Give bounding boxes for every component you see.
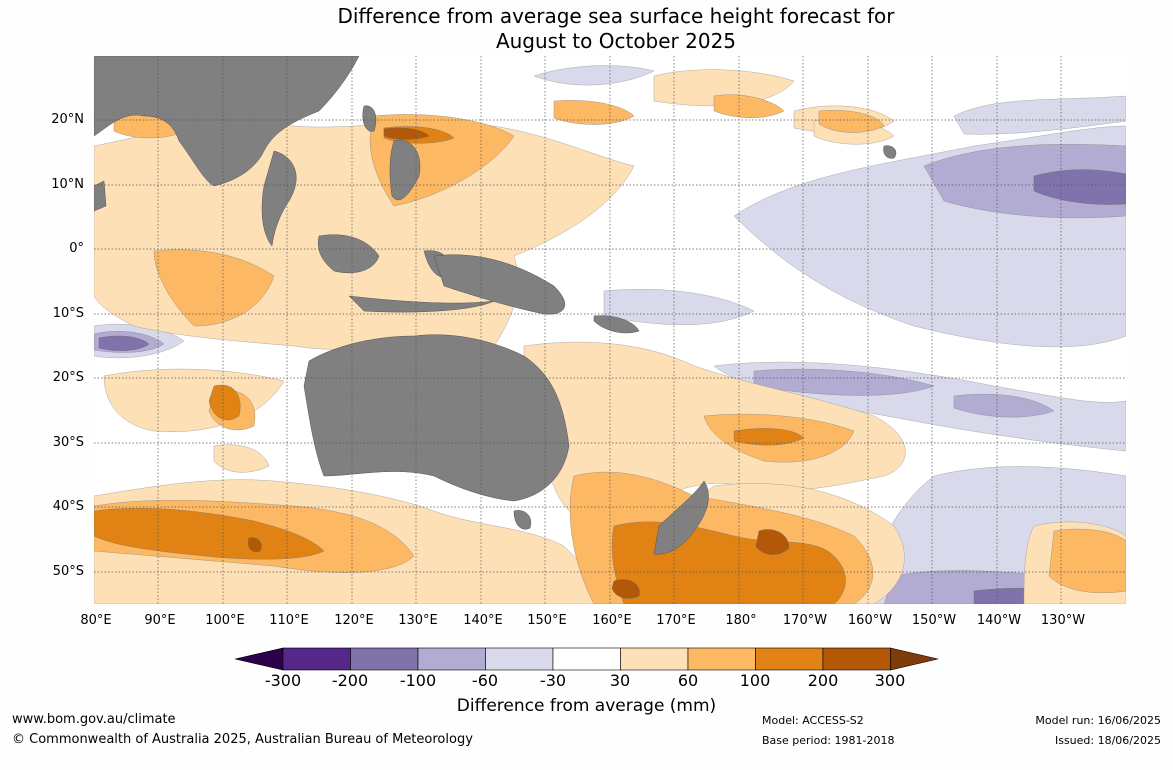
base-period: Base period: 1981-2018 xyxy=(762,734,895,747)
lon-label-130w: 130°W xyxy=(1040,613,1086,628)
lat-label-0: 0° xyxy=(69,241,84,256)
colorbar-swatch-1 xyxy=(282,647,351,671)
lon-label-160w: 160°W xyxy=(847,613,893,628)
model-name: Model: ACCESS-S2 xyxy=(762,714,864,727)
lon-label-140e: 140°E xyxy=(463,613,503,628)
lat-label-20s: 20°S xyxy=(52,370,84,385)
lon-label-130e: 130°E xyxy=(398,613,438,628)
colorbar-tick-1: -300 xyxy=(264,671,302,690)
colorbar-swatch-7 xyxy=(687,647,756,671)
colorbar-swatch-6 xyxy=(620,647,689,671)
lat-label-10s: 10°S xyxy=(52,306,84,321)
colorbar xyxy=(235,647,939,671)
colorbar-swatch-9 xyxy=(822,647,891,671)
colorbar-swatch-8 xyxy=(755,647,824,671)
copyright-text: © Commonwealth of Australia 2025, Austra… xyxy=(12,732,473,747)
colorbar-swatch-5 xyxy=(552,647,621,671)
lon-label-180: 180° xyxy=(725,613,757,628)
website-link[interactable]: www.bom.gov.au/climate xyxy=(12,712,176,727)
lon-label-80e: 80°E xyxy=(80,613,112,628)
title-line-1: Difference from average sea surface heig… xyxy=(337,4,895,28)
land-masses xyxy=(94,56,897,555)
colorbar-tick-4: -60 xyxy=(471,671,499,690)
lat-label-40s: 40°S xyxy=(52,499,84,514)
colorbar-swatch-2 xyxy=(350,647,419,671)
lat-label-50s: 50°S xyxy=(52,564,84,579)
colorbar-tick-6: 30 xyxy=(609,671,631,690)
lat-label-20n: 20°N xyxy=(51,112,84,127)
colorbar-tick-10: 300 xyxy=(874,671,906,690)
model-run-date: Model run: 16/06/2025 xyxy=(1035,714,1161,727)
lon-label-110e: 110°E xyxy=(269,613,309,628)
issued-date: Issued: 18/06/2025 xyxy=(1054,734,1161,747)
lon-label-90e: 90°E xyxy=(144,613,176,628)
colorbar-tick-5: -30 xyxy=(539,671,567,690)
colorbar-swatch-4 xyxy=(485,647,554,671)
lon-label-170e: 170°E xyxy=(656,613,696,628)
colorbar-swatch-3 xyxy=(417,647,486,671)
colorbar-title: Difference from average (mm) xyxy=(456,696,717,716)
map-title: Difference from average sea surface heig… xyxy=(0,4,1173,54)
colorbar-tick-8: 100 xyxy=(739,671,771,690)
anomaly-brown xyxy=(248,127,790,599)
lat-label-10n: 10°N xyxy=(51,177,84,192)
colorbar-tick-9: 200 xyxy=(807,671,839,690)
lon-label-160e: 160°E xyxy=(592,613,632,628)
lon-label-150w: 150°W xyxy=(911,613,957,628)
colorbar-tick-2: -200 xyxy=(331,671,369,690)
colorbar-swatch-under xyxy=(235,647,284,671)
lat-label-30s: 30°S xyxy=(52,435,84,450)
colorbar-swatch-over xyxy=(890,647,939,671)
graticule xyxy=(94,56,1126,604)
lon-label-100e: 100°E xyxy=(205,613,245,628)
lon-label-140w: 140°W xyxy=(976,613,1022,628)
sea-surface-height-map xyxy=(94,56,1126,604)
lon-label-170w: 170°W xyxy=(782,613,828,628)
lon-label-150e: 150°E xyxy=(527,613,567,628)
colorbar-tick-3: -100 xyxy=(399,671,437,690)
colorbar-tick-7: 60 xyxy=(677,671,699,690)
title-line-2: August to October 2025 xyxy=(495,29,737,53)
lon-label-120e: 120°E xyxy=(334,613,374,628)
